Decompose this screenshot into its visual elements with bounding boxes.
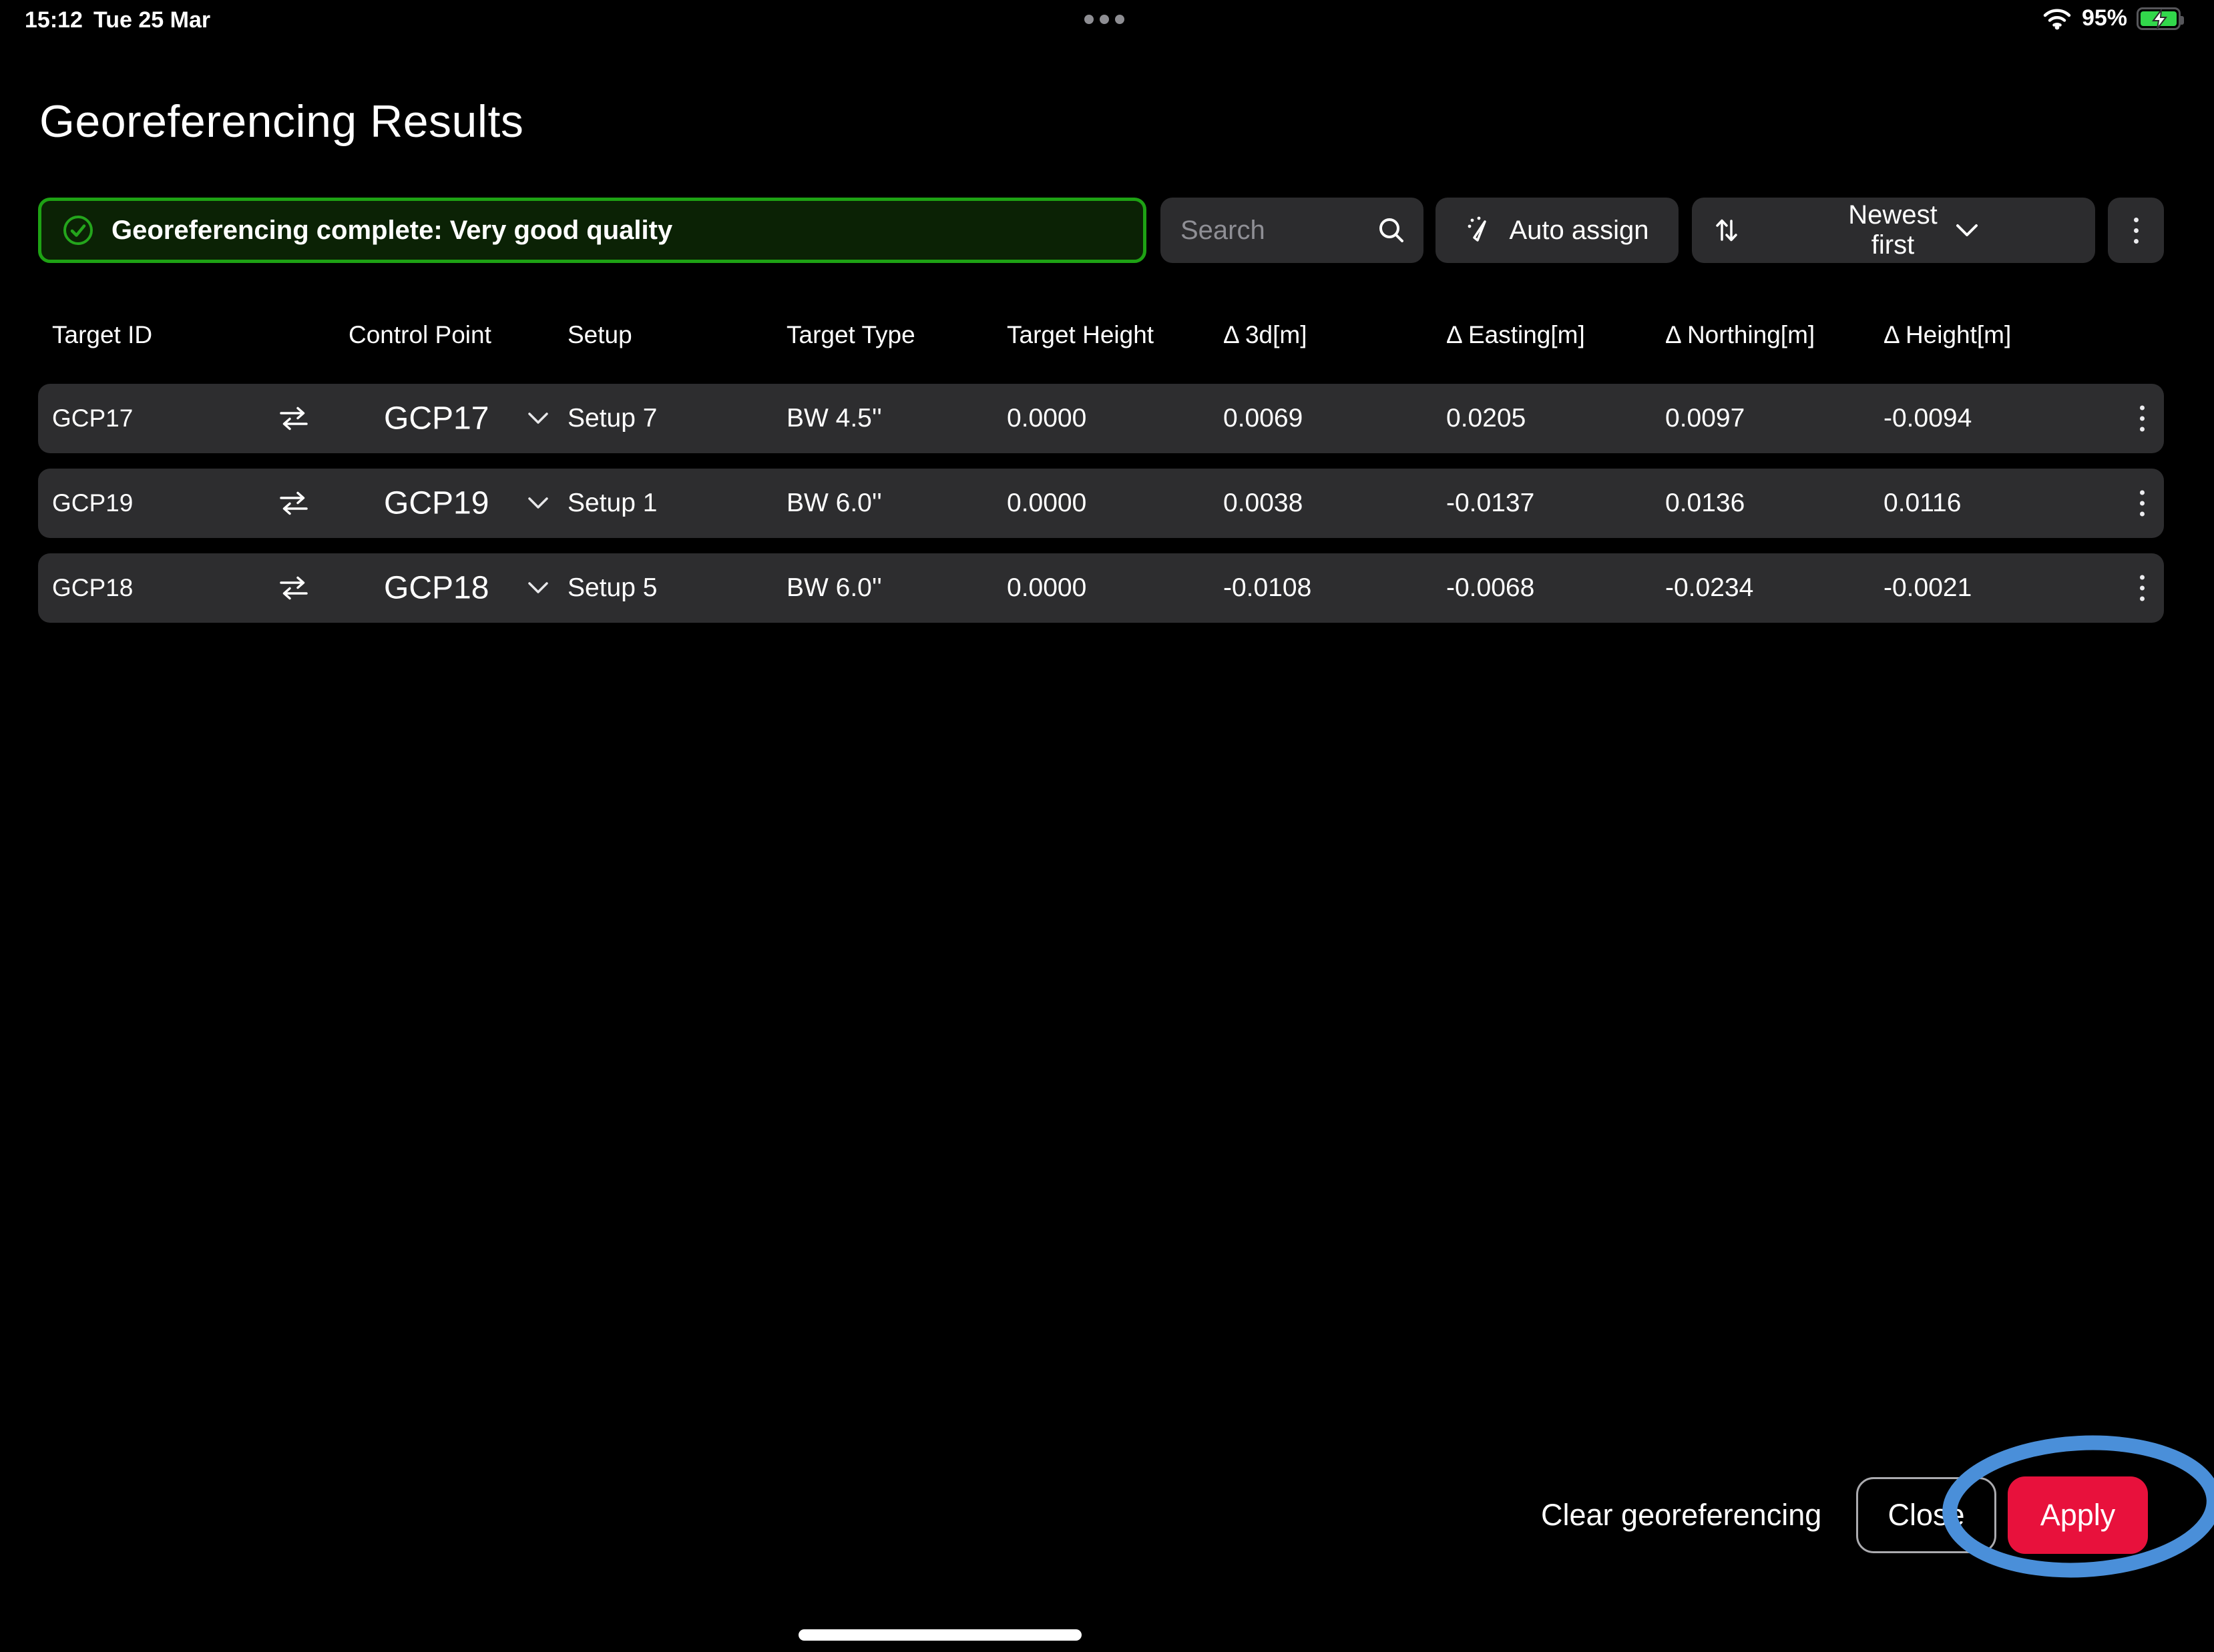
table-header: Target ID Control Point Setup Target Typ… (0, 321, 2214, 354)
kebab-icon (2133, 217, 2139, 244)
search-field (1160, 198, 1423, 263)
search-input[interactable] (1160, 214, 1377, 246)
delta-3d-value: 0.0069 (1223, 404, 1303, 433)
battery-charging-icon (2137, 7, 2184, 30)
col-delta-height: Δ Height[m] (1884, 321, 2012, 348)
kebab-icon (2140, 490, 2145, 517)
delta-3d-value: -0.0108 (1223, 573, 1312, 602)
table-row[interactable]: GCP17 GCP17 Setup 7 BW 4.5'' 0.0000 0.00… (38, 384, 2164, 453)
toolbar: Georeferencing complete: Very good quali… (0, 198, 2214, 263)
target-id: GCP18 (52, 574, 134, 601)
row-menu-button[interactable] (2127, 392, 2158, 445)
col-delta-northing: Δ Northing[m] (1665, 321, 1815, 348)
sort-button[interactable]: Newest first (1692, 198, 2095, 263)
setup-label: Setup 1 (568, 489, 658, 517)
delta-height-value: -0.0021 (1884, 573, 1972, 602)
target-height: 0.0000 (1007, 489, 1087, 517)
kebab-icon (2140, 575, 2145, 601)
footer-actions: Clear georeferencing Close Apply (0, 1476, 2214, 1554)
status-message: Georeferencing complete: Very good quali… (112, 215, 673, 245)
home-indicator[interactable] (799, 1629, 1082, 1641)
setup-label: Setup 5 (568, 573, 658, 602)
swap-icon[interactable] (277, 574, 310, 602)
delta-northing-value: 0.0097 (1665, 404, 1745, 433)
status-bar: 15:12 Tue 25 Mar 95% (0, 0, 2214, 40)
target-height: 0.0000 (1007, 404, 1087, 433)
check-circle-icon (62, 214, 94, 246)
delta-easting-value: 0.0205 (1446, 404, 1526, 433)
chevron-down-icon[interactable] (526, 495, 550, 511)
toolbar-more-options-button[interactable] (2108, 198, 2164, 263)
results-list: GCP17 GCP17 Setup 7 BW 4.5'' 0.0000 0.00… (38, 384, 2164, 638)
apply-button[interactable]: Apply (2008, 1476, 2148, 1554)
auto-assign-button[interactable]: Auto assign (1435, 198, 1679, 263)
target-type: BW 6.0'' (787, 489, 882, 517)
row-menu-button[interactable] (2127, 477, 2158, 530)
kebab-icon (2140, 405, 2145, 432)
sort-order-label: Newest first (1848, 200, 1938, 260)
control-point-label[interactable]: GCP17 (384, 400, 489, 437)
row-menu-button[interactable] (2127, 562, 2158, 615)
col-delta-easting: Δ Easting[m] (1446, 321, 1585, 348)
magic-wand-icon (1465, 215, 1496, 246)
col-target-id: Target ID (52, 321, 153, 348)
col-target-type: Target Type (787, 321, 915, 348)
setup-label: Setup 7 (568, 404, 658, 433)
col-control-point: Control Point (349, 321, 491, 348)
target-id: GCP17 (52, 404, 134, 432)
clock-date: Tue 25 Mar (93, 7, 211, 33)
target-type: BW 4.5'' (787, 404, 882, 433)
delta-easting-value: -0.0137 (1446, 489, 1535, 517)
swap-icon[interactable] (277, 489, 310, 517)
clear-georeferencing-button[interactable]: Clear georeferencing (1537, 1476, 1825, 1554)
multitask-indicator-icon[interactable] (1084, 15, 1124, 24)
delta-northing-value: 0.0136 (1665, 489, 1745, 517)
clock-time: 15:12 (25, 7, 83, 33)
search-icon[interactable] (1377, 216, 1406, 245)
col-delta-3d: Δ 3d[m] (1223, 321, 1307, 348)
auto-assign-label: Auto assign (1509, 215, 1649, 245)
delta-height-value: 0.0116 (1884, 489, 1962, 517)
status-banner: Georeferencing complete: Very good quali… (38, 198, 1146, 263)
chevron-down-icon (1954, 221, 2075, 240)
control-point-label[interactable]: GCP18 (384, 570, 489, 606)
table-row[interactable]: GCP19 GCP19 Setup 1 BW 6.0'' 0.0000 0.00… (38, 469, 2164, 538)
delta-height-value: -0.0094 (1884, 404, 1972, 433)
wifi-icon (2042, 7, 2072, 30)
swap-icon[interactable] (277, 404, 310, 433)
delta-3d-value: 0.0038 (1223, 489, 1303, 517)
col-target-height: Target Height (1007, 321, 1154, 348)
chevron-down-icon[interactable] (526, 410, 550, 427)
close-button[interactable]: Close (1856, 1477, 1996, 1553)
col-setup: Setup (568, 321, 632, 348)
control-point-label[interactable]: GCP19 (384, 485, 489, 521)
chevron-down-icon[interactable] (526, 580, 550, 596)
table-row[interactable]: GCP18 GCP18 Setup 5 BW 6.0'' 0.0000 -0.0… (38, 553, 2164, 623)
delta-northing-value: -0.0234 (1665, 573, 1754, 602)
battery-percentage: 95% (2081, 5, 2127, 31)
delta-easting-value: -0.0068 (1446, 573, 1535, 602)
sort-arrows-icon (1711, 214, 1832, 246)
target-height: 0.0000 (1007, 573, 1087, 602)
target-type: BW 6.0'' (787, 573, 882, 602)
target-id: GCP19 (52, 489, 134, 517)
page-title: Georeferencing Results (39, 96, 524, 147)
